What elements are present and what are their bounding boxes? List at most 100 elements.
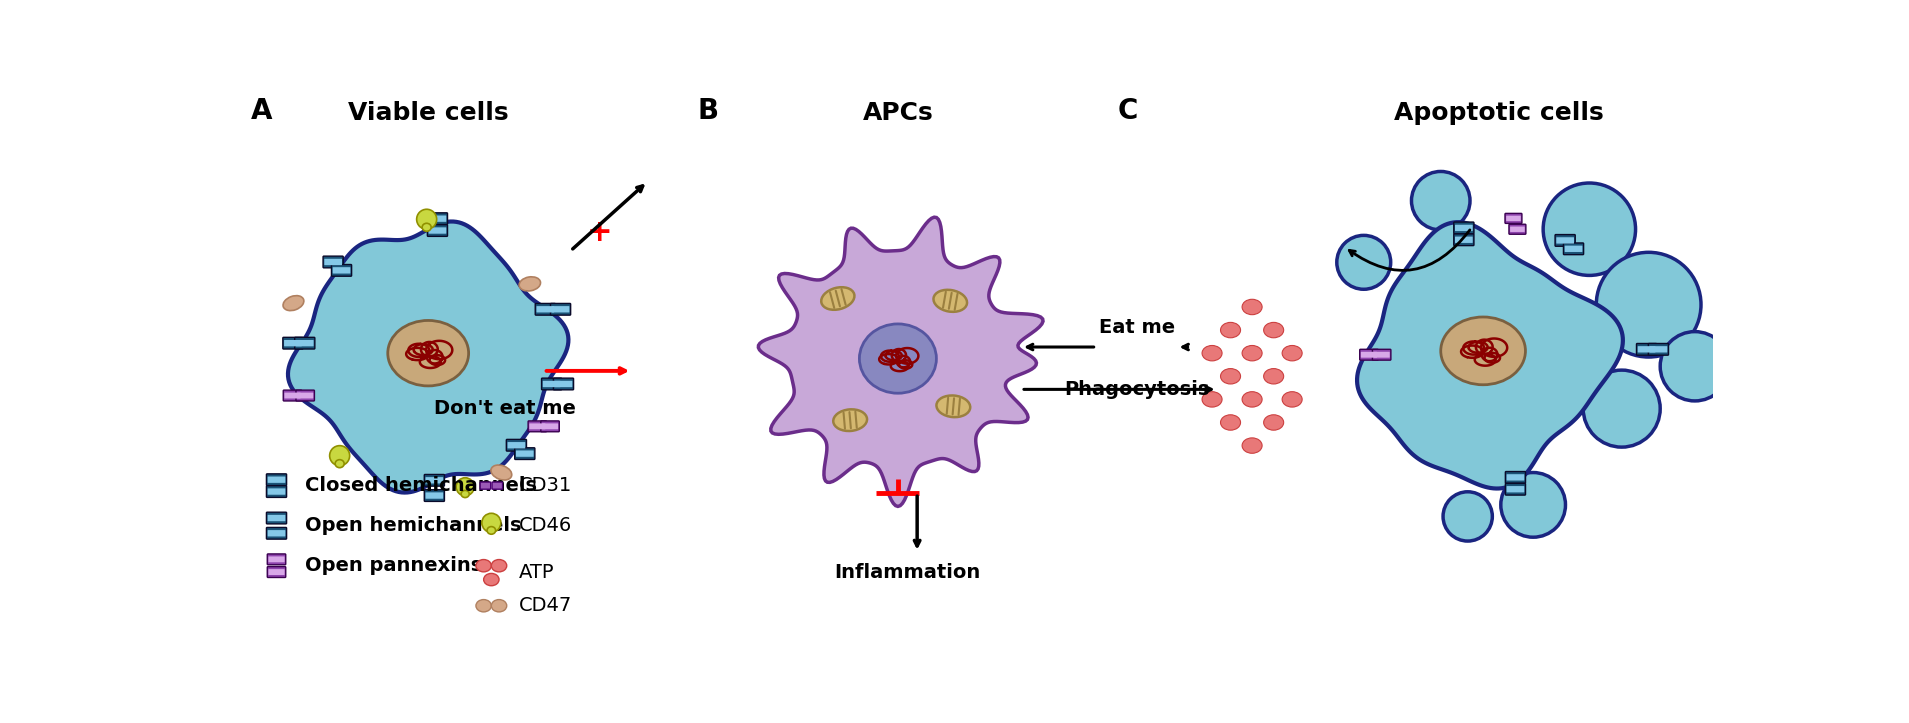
Circle shape	[1542, 183, 1636, 275]
FancyBboxPatch shape	[529, 424, 546, 429]
FancyBboxPatch shape	[1455, 225, 1472, 231]
Polygon shape	[1357, 222, 1623, 489]
FancyBboxPatch shape	[1510, 226, 1525, 232]
FancyBboxPatch shape	[481, 482, 491, 489]
FancyBboxPatch shape	[493, 482, 502, 489]
FancyBboxPatch shape	[552, 306, 569, 312]
FancyBboxPatch shape	[1647, 343, 1668, 355]
FancyBboxPatch shape	[1374, 352, 1390, 358]
Ellipse shape	[934, 290, 968, 312]
FancyBboxPatch shape	[323, 256, 344, 268]
FancyBboxPatch shape	[540, 421, 559, 432]
Ellipse shape	[1243, 299, 1262, 315]
FancyBboxPatch shape	[1556, 234, 1575, 247]
Circle shape	[481, 513, 500, 532]
FancyBboxPatch shape	[1455, 222, 1474, 234]
FancyBboxPatch shape	[529, 421, 546, 432]
Text: A: A	[252, 97, 273, 125]
FancyBboxPatch shape	[294, 338, 315, 349]
FancyBboxPatch shape	[284, 340, 302, 346]
Ellipse shape	[422, 223, 431, 231]
Text: Open hemichannels: Open hemichannels	[305, 516, 521, 535]
Ellipse shape	[462, 490, 470, 497]
FancyBboxPatch shape	[536, 306, 554, 312]
FancyBboxPatch shape	[269, 557, 284, 562]
FancyBboxPatch shape	[1359, 349, 1378, 360]
FancyBboxPatch shape	[296, 340, 313, 346]
FancyBboxPatch shape	[1455, 236, 1472, 243]
Ellipse shape	[1264, 415, 1283, 430]
FancyBboxPatch shape	[1373, 349, 1392, 360]
Ellipse shape	[1220, 369, 1241, 384]
Text: APCs: APCs	[863, 100, 934, 124]
FancyBboxPatch shape	[1504, 213, 1521, 223]
Circle shape	[456, 478, 473, 496]
FancyBboxPatch shape	[267, 486, 286, 497]
Text: Eat me: Eat me	[1098, 318, 1174, 337]
Text: Apoptotic cells: Apoptotic cells	[1394, 100, 1604, 124]
Circle shape	[1661, 332, 1730, 401]
Circle shape	[1596, 252, 1701, 357]
Text: Don't eat me: Don't eat me	[433, 399, 577, 419]
Ellipse shape	[1243, 392, 1262, 407]
Circle shape	[1443, 492, 1493, 541]
FancyBboxPatch shape	[267, 567, 286, 578]
Ellipse shape	[1264, 322, 1283, 338]
FancyBboxPatch shape	[428, 225, 447, 236]
Text: Inflammation: Inflammation	[834, 562, 979, 581]
FancyBboxPatch shape	[424, 474, 445, 486]
FancyBboxPatch shape	[325, 259, 342, 265]
FancyBboxPatch shape	[1506, 486, 1523, 492]
FancyBboxPatch shape	[332, 265, 351, 276]
Ellipse shape	[491, 465, 512, 480]
Circle shape	[330, 445, 349, 466]
FancyBboxPatch shape	[554, 378, 573, 390]
FancyBboxPatch shape	[283, 338, 304, 349]
FancyBboxPatch shape	[1506, 474, 1523, 481]
Text: +: +	[586, 218, 613, 247]
Text: CD46: CD46	[519, 516, 573, 535]
Ellipse shape	[1220, 415, 1241, 430]
Ellipse shape	[475, 599, 491, 612]
Circle shape	[1583, 370, 1661, 447]
Text: Open pannexins: Open pannexins	[305, 556, 483, 576]
FancyBboxPatch shape	[1638, 346, 1655, 353]
FancyBboxPatch shape	[1636, 343, 1657, 355]
Ellipse shape	[336, 460, 344, 468]
FancyBboxPatch shape	[267, 515, 284, 521]
Polygon shape	[288, 221, 569, 492]
FancyBboxPatch shape	[332, 268, 351, 273]
Text: Phagocytosis: Phagocytosis	[1063, 380, 1208, 399]
Circle shape	[1411, 171, 1470, 230]
FancyBboxPatch shape	[298, 393, 313, 398]
FancyBboxPatch shape	[267, 528, 286, 539]
FancyBboxPatch shape	[267, 488, 284, 495]
FancyBboxPatch shape	[267, 474, 286, 486]
FancyBboxPatch shape	[430, 215, 447, 222]
FancyBboxPatch shape	[283, 390, 302, 401]
Ellipse shape	[388, 320, 468, 386]
Ellipse shape	[483, 573, 498, 586]
Ellipse shape	[859, 324, 937, 393]
Ellipse shape	[1220, 322, 1241, 338]
FancyBboxPatch shape	[296, 390, 315, 401]
FancyBboxPatch shape	[556, 381, 573, 387]
FancyBboxPatch shape	[426, 477, 443, 484]
Circle shape	[416, 209, 437, 229]
FancyBboxPatch shape	[515, 450, 535, 457]
FancyBboxPatch shape	[284, 393, 300, 398]
FancyBboxPatch shape	[430, 227, 447, 234]
Ellipse shape	[1243, 346, 1262, 361]
Ellipse shape	[1283, 346, 1302, 361]
Ellipse shape	[937, 395, 970, 417]
FancyBboxPatch shape	[535, 304, 556, 315]
FancyBboxPatch shape	[267, 530, 284, 536]
FancyBboxPatch shape	[1508, 224, 1525, 234]
Circle shape	[1336, 236, 1390, 289]
FancyBboxPatch shape	[1556, 237, 1575, 244]
Ellipse shape	[519, 277, 540, 291]
Ellipse shape	[491, 560, 506, 572]
FancyBboxPatch shape	[508, 442, 525, 448]
FancyBboxPatch shape	[426, 492, 443, 499]
Ellipse shape	[487, 526, 496, 534]
